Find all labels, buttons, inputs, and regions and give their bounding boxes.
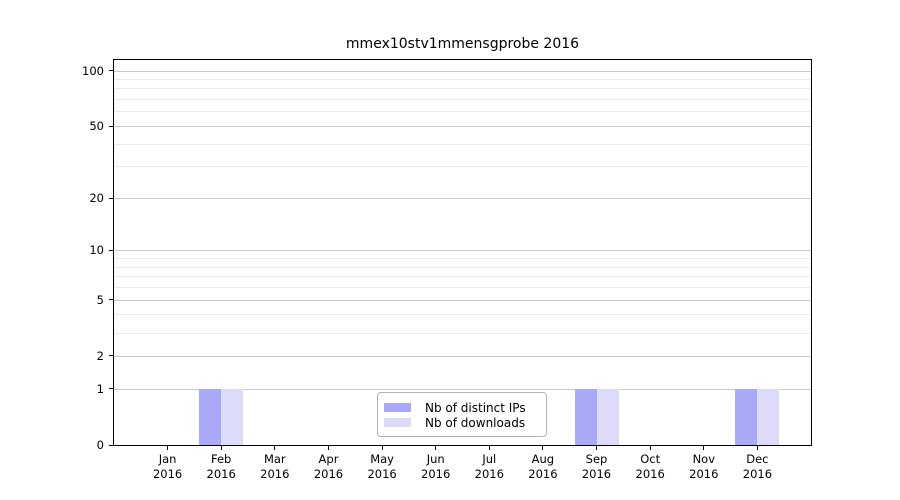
x-tick-month: May: [370, 452, 394, 466]
y-tick-label: 5: [96, 292, 104, 307]
y-tick-label: 20: [89, 191, 104, 205]
gridline-minor: [114, 143, 811, 145]
x-tick-month: Jun: [426, 452, 445, 466]
y-tick-label: 10: [89, 243, 104, 258]
gridline-major: [114, 198, 811, 199]
x-tick-mark: [703, 446, 705, 450]
y-tick-mark: [109, 197, 114, 199]
x-tick-mark: [542, 446, 544, 450]
x-tick-month: Apr: [318, 452, 339, 466]
y-tick-mark: [109, 388, 114, 390]
x-tick-label: Feb 2016: [191, 452, 251, 481]
legend: Nb of distinct IPs Nb of downloads: [377, 392, 547, 437]
x-tick-mark: [274, 446, 276, 450]
x-tick-year: 2016: [152, 466, 183, 481]
y-tick-mark: [109, 249, 114, 251]
x-tick-year: 2016: [635, 466, 665, 481]
x-tick-label: Jan 2016: [138, 452, 198, 481]
gridline-minor: [114, 258, 811, 260]
x-tick-label: Nov 2016: [674, 452, 734, 481]
bar-dec-distinct-ips: [735, 388, 758, 445]
legend-swatch-distinct-ips: [384, 403, 411, 412]
x-tick-year: 2016: [206, 466, 236, 481]
bar-feb-distinct-ips: [199, 388, 222, 445]
x-tick-month: Feb: [211, 452, 232, 466]
y-tick-mark: [109, 444, 114, 446]
gridline-major: [114, 299, 811, 301]
x-tick-mark: [488, 446, 490, 450]
x-tick-label: Mar 2016: [245, 452, 305, 481]
y-tick-label: 50: [89, 119, 104, 133]
x-tick-mark: [381, 446, 383, 450]
gridline-major: [114, 126, 811, 127]
gridline-minor: [114, 111, 811, 113]
x-tick-mark: [649, 446, 651, 450]
gridline-minor: [114, 314, 811, 316]
legend-label-distinct-ips: Nb of distinct IPs: [425, 400, 526, 415]
bar-sep-distinct-ips: [574, 388, 597, 445]
x-tick-mark: [435, 446, 437, 450]
x-tick-month: Aug: [531, 452, 555, 466]
bar-feb-downloads: [221, 388, 244, 445]
x-tick-year: 2016: [474, 466, 504, 481]
y-tick-label: 100: [82, 63, 104, 78]
x-tick-month: Mar: [263, 452, 286, 466]
y-tick-label: 1: [96, 381, 104, 396]
y-tick-mark: [109, 70, 114, 71]
x-tick-label: Dec 2016: [727, 452, 787, 481]
gridline-minor: [114, 276, 811, 278]
gridline-major: [114, 355, 811, 357]
x-tick-year: 2016: [528, 466, 558, 481]
y-tick-mark: [109, 125, 114, 127]
bar-dec-downloads: [757, 388, 780, 445]
x-tick-month: Jul: [482, 452, 497, 466]
gridline-minor: [114, 332, 811, 334]
x-tick-year: 2016: [260, 466, 290, 481]
x-tick-mark: [596, 446, 597, 450]
x-tick-label: Apr 2016: [299, 452, 359, 481]
plot-area: Nb of distinct IPs Nb of downloads: [113, 59, 812, 446]
gridline-minor: [114, 266, 811, 268]
x-tick-mark: [328, 446, 329, 450]
x-tick-label: Oct 2016: [620, 452, 680, 481]
x-tick-mark: [756, 446, 758, 450]
x-tick-label: May 2016: [352, 452, 412, 481]
legend-item-distinct-ips: Nb of distinct IPs: [384, 400, 537, 415]
x-tick-mark: [167, 446, 169, 450]
gridline-major: [114, 70, 811, 72]
y-tick-label: 2: [96, 348, 104, 363]
x-tick-year: 2016: [367, 466, 397, 481]
gridline-minor: [114, 79, 811, 80]
x-tick-label: Jun 2016: [406, 452, 466, 481]
x-tick-year: 2016: [421, 466, 451, 481]
legend-swatch-downloads: [384, 418, 411, 427]
x-tick-year: 2016: [313, 466, 344, 481]
y-tick-mark: [109, 299, 114, 301]
x-tick-label: Jul 2016: [459, 452, 519, 481]
bar-sep-downloads: [596, 388, 619, 445]
gridline-minor: [114, 88, 811, 90]
gridline-major: [114, 388, 811, 390]
x-tick-year: 2016: [581, 466, 612, 481]
x-tick-year: 2016: [742, 466, 773, 481]
y-tick-mark: [109, 355, 114, 357]
x-tick-label: Sep 2016: [567, 452, 627, 481]
x-tick-month: Dec: [746, 452, 769, 466]
x-tick-month: Jan: [158, 452, 177, 466]
gridline-major: [114, 250, 811, 252]
x-tick-year: 2016: [689, 466, 719, 481]
x-tick-month: Sep: [585, 452, 608, 466]
legend-label-downloads: Nb of downloads: [425, 415, 526, 430]
gridline-minor: [114, 287, 811, 289]
gridline-minor: [114, 166, 811, 168]
x-tick-month: Nov: [692, 452, 716, 466]
chart-title: mmex10stv1mmensgprobe 2016: [345, 36, 580, 52]
x-tick-label: Aug 2016: [513, 452, 573, 481]
gridline-minor: [114, 99, 811, 101]
legend-item-downloads: Nb of downloads: [384, 415, 537, 430]
x-tick-mark: [220, 446, 222, 450]
y-tick-label: 0: [96, 438, 104, 452]
x-tick-month: Oct: [640, 452, 661, 466]
